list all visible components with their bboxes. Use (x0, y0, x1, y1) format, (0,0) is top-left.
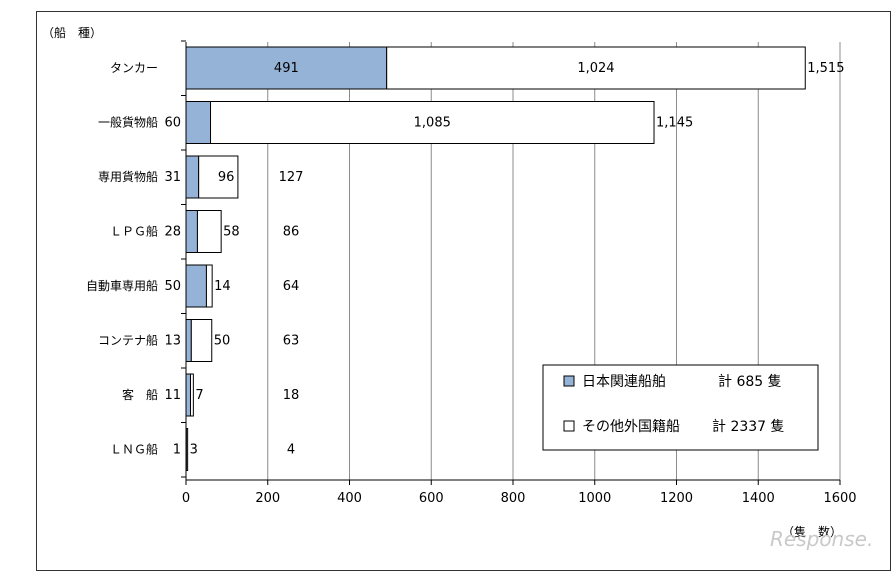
bars (185, 46, 806, 471)
total-label: 64 (283, 279, 300, 294)
x-tick-label: 1600 (823, 491, 856, 506)
value-label-foreign: 96 (218, 170, 235, 185)
bar-foreign (196, 210, 222, 253)
value-label-japan: 28 (164, 225, 181, 240)
category-label: 専用貨物船 (98, 169, 158, 184)
bar-japan (185, 210, 198, 253)
bar-japan (185, 46, 388, 90)
total-label: 127 (279, 170, 304, 185)
bar-foreign (386, 46, 806, 90)
category-label: 一般貨物船 (98, 115, 158, 130)
legend: 日本関連船舶 計 685 隻 その他外国籍船 計 2337 隻 (542, 364, 819, 451)
watermark: Response. (770, 527, 873, 551)
value-label-japan: 31 (164, 170, 181, 185)
legend-label-japan: 日本関連船舶 (582, 374, 666, 390)
value-label-foreign: 3 (190, 443, 198, 458)
value-label-foreign: 50 (214, 334, 231, 349)
value-label-foreign: 1,085 (414, 116, 451, 131)
value-label-japan: 60 (164, 116, 181, 131)
bar-foreign (185, 428, 189, 471)
value-label-japan: 50 (164, 279, 181, 294)
labels: タンカー 491 1,024 1,515 一般貨物船 60 1,085 1,145 専用貨物船 3… (86, 61, 844, 458)
x-axis-label: （隻 数） (782, 524, 842, 539)
x-tick-label: 200 (255, 491, 280, 506)
bar-japan (185, 264, 207, 308)
legend-swatch-japan (563, 375, 575, 387)
category-label: ＬＰＧ船 (110, 225, 158, 239)
x-tick-label: 1400 (742, 491, 775, 506)
y-axis-label: （船 種） (42, 26, 102, 40)
category-label: 客 船 (122, 387, 158, 402)
bar-japan (185, 373, 191, 417)
value-label-japan: 13 (164, 334, 181, 349)
bar-foreign (190, 319, 213, 362)
total-label: 63 (283, 334, 300, 349)
bar-foreign (189, 373, 194, 417)
bar-foreign (210, 101, 655, 144)
x-tick-label: 600 (419, 491, 444, 506)
value-label-foreign: 1,024 (577, 61, 614, 76)
category-label: 自動車専用船 (86, 279, 158, 293)
legend-total-foreign: 計 2337 隻 (712, 419, 785, 435)
bar-japan (185, 155, 200, 199)
value-label-foreign: 7 (195, 388, 203, 403)
legend-swatch-foreign (563, 420, 575, 432)
x-tick-label: 400 (337, 491, 362, 506)
x-tick-label: 0 (182, 491, 190, 506)
legend-box (542, 364, 819, 451)
x-tick-label: 1000 (578, 491, 611, 506)
x-tick-label: 800 (501, 491, 526, 506)
bar-japan (185, 101, 212, 144)
legend-total-japan: 計 685 隻 (718, 374, 782, 390)
bar-foreign (198, 155, 239, 199)
stacked-bar-chart: 0 200 400 600 800 1000 1200 1400 1600 タンカー 491 1,0… (42, 26, 873, 551)
value-label-foreign: 14 (214, 279, 231, 294)
legend-label-foreign: その他外国籍船 (582, 418, 680, 435)
x-tick-label: 1200 (660, 491, 693, 506)
value-label-japan: 491 (274, 61, 299, 76)
value-label-foreign: 58 (223, 225, 240, 240)
category-label: タンカー (110, 61, 158, 75)
total-label: 1,515 (807, 61, 844, 76)
bar-japan (185, 319, 192, 362)
category-label: コンテナ船 (98, 334, 158, 348)
total-label: 1,145 (656, 116, 693, 131)
value-label-japan: 11 (164, 388, 181, 403)
total-label: 18 (283, 388, 300, 403)
bar-foreign (205, 264, 213, 308)
total-label: 86 (283, 225, 300, 240)
value-label-japan: 1 (173, 443, 181, 458)
axes: 0 200 400 600 800 1000 1200 1400 1600 (181, 40, 857, 506)
category-label: ＬＮＧ船 (110, 443, 158, 457)
total-label: 4 (287, 443, 295, 458)
